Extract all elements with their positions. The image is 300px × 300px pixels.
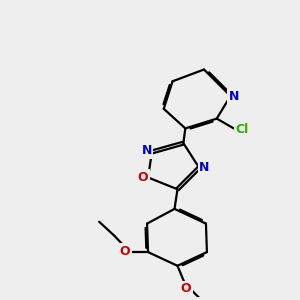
Text: N: N xyxy=(229,89,239,103)
Text: O: O xyxy=(137,171,148,184)
Text: N: N xyxy=(199,161,210,174)
Text: N: N xyxy=(142,144,152,157)
Text: O: O xyxy=(180,282,191,295)
Text: Cl: Cl xyxy=(236,123,249,136)
Text: O: O xyxy=(119,245,130,258)
